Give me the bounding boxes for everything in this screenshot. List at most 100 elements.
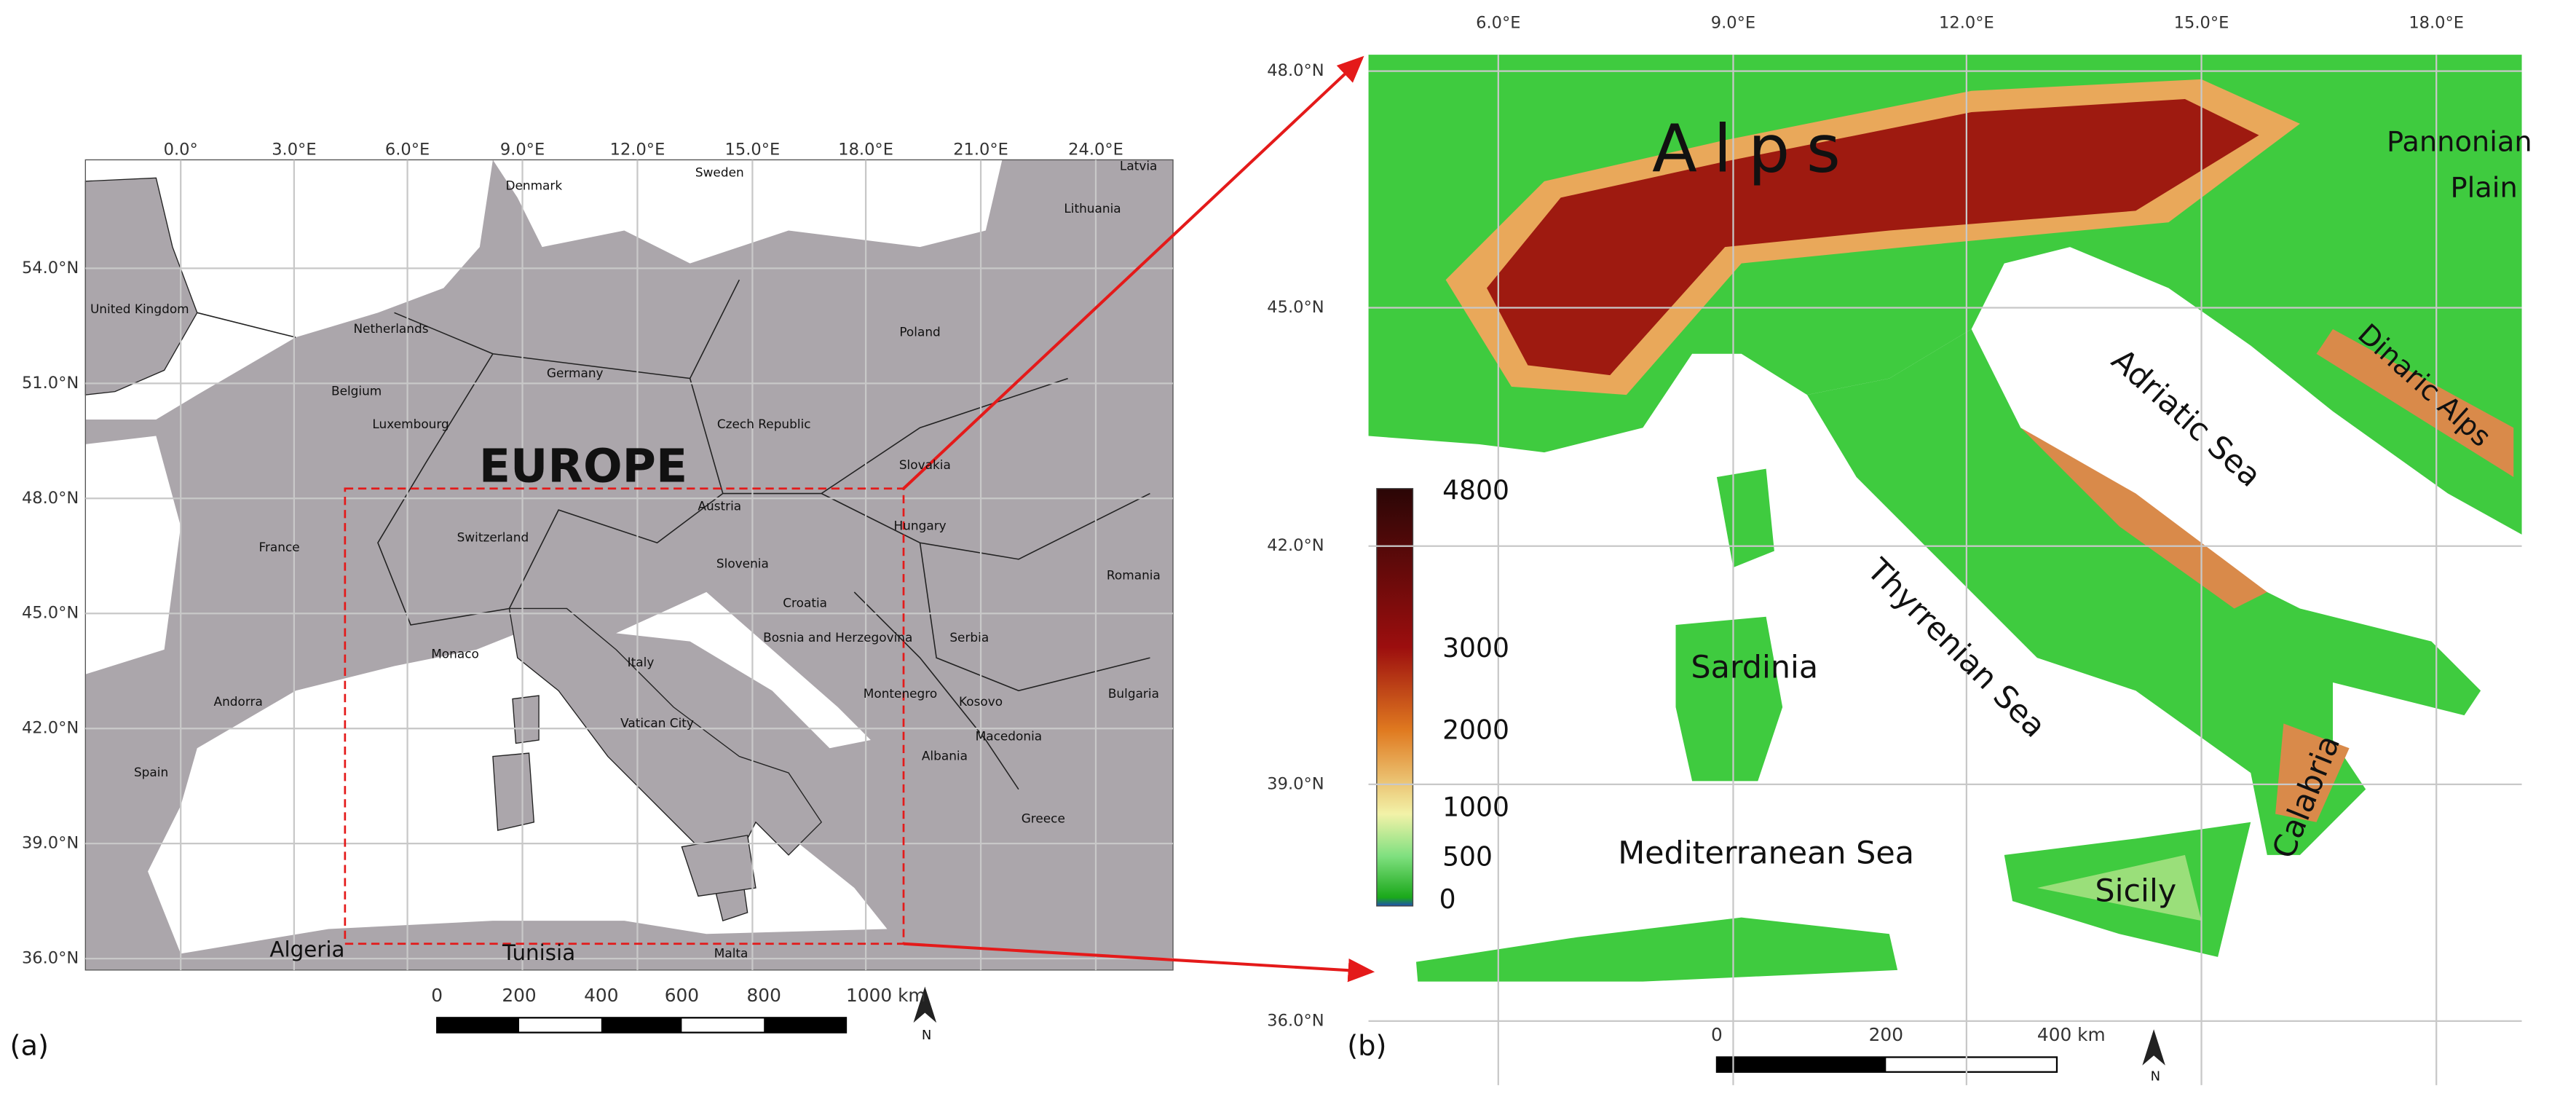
scale-label: 0	[431, 985, 443, 1006]
lon-label: 12.0°E	[610, 140, 665, 159]
scale-segment	[1716, 1057, 1886, 1072]
country-label: Romania	[1107, 567, 1161, 582]
lat-label: 39.0°N	[22, 834, 79, 853]
country-label: Switzerland	[457, 530, 529, 544]
lon-label: 3.0°E	[272, 140, 316, 159]
country-label: Slovenia	[716, 556, 769, 571]
feature-label: Sardinia	[1691, 649, 1818, 685]
colorbar-label: 3000	[1442, 632, 1509, 664]
north-arrow	[2142, 1029, 2165, 1066]
lon-label: 15.0°E	[725, 140, 781, 159]
lon-label: 18.0°E	[2409, 14, 2464, 33]
land	[512, 695, 540, 744]
country-label: Bosnia and Herzegovina	[763, 630, 912, 645]
country-label: Latvia	[1120, 159, 1157, 173]
land	[492, 752, 535, 831]
country-label: Sweden	[695, 165, 744, 180]
lat-label: 42.0°N	[22, 719, 79, 738]
country-label: Spain	[134, 765, 168, 779]
lon-label: 24.0°E	[1068, 140, 1123, 159]
sea	[492, 160, 1003, 264]
scale-segment	[601, 1018, 682, 1033]
scale-label: 1000 km	[846, 985, 926, 1006]
country-label: Luxembourg	[372, 417, 449, 431]
colorbar	[1376, 488, 1414, 907]
country-label: Andorra	[214, 694, 263, 709]
grid	[1368, 55, 2522, 1085]
panel-b-map	[1368, 55, 2522, 982]
country-label: Netherlands	[353, 321, 428, 336]
country-label: France	[258, 540, 299, 554]
feature-label: Pannonian	[2387, 125, 2532, 158]
feature-label: Mediterranean Sea	[1618, 835, 1914, 871]
scale-label: 0	[1711, 1024, 1723, 1045]
land	[681, 835, 756, 897]
panel-label: (a)	[10, 1029, 49, 1062]
colorbar-label: 0	[1439, 883, 1456, 915]
country-label: Czech Republic	[717, 417, 811, 431]
country-label: Slovakia	[899, 457, 951, 472]
highland	[2036, 854, 2202, 921]
country-label: Hungary	[893, 519, 946, 533]
country-label: United Kingdom	[90, 302, 189, 316]
colorbar-label: 1000	[1442, 792, 1509, 823]
scale-label: 400 km	[2037, 1024, 2106, 1045]
north-label: N	[2151, 1069, 2161, 1085]
alps-relief	[1487, 98, 2259, 376]
lat-label: 51.0°N	[22, 374, 79, 393]
sea	[85, 436, 181, 674]
country-label: Tunisia	[502, 940, 575, 965]
lon-label: 6.0°E	[1476, 14, 1520, 33]
scale-label: 600	[665, 985, 699, 1006]
country-label: Denmark	[505, 178, 562, 193]
lon-label: 6.0°E	[385, 140, 430, 159]
country-label: Albania	[922, 749, 968, 763]
country-label: Germany	[547, 366, 604, 380]
scale-label: 400	[584, 985, 618, 1006]
country-label: Montenegro	[864, 686, 937, 701]
zoom-arrow	[903, 942, 1375, 983]
country-label: Bulgaria	[1108, 686, 1159, 701]
lon-label: 15.0°E	[2174, 14, 2229, 33]
north-arrow	[913, 986, 937, 1023]
lat-label: 36.0°N	[1267, 1011, 1324, 1030]
lat-label: 45.0°N	[22, 604, 79, 623]
country-label: Greece	[1022, 811, 1065, 825]
land	[1415, 917, 1898, 982]
north-label: N	[922, 1028, 932, 1043]
colorbar-label: 4800	[1442, 474, 1509, 505]
country-label: Vatican City	[620, 715, 694, 730]
scale-label: 200	[502, 985, 536, 1006]
colorbar-label: 500	[1442, 841, 1493, 872]
scale-segment	[437, 1018, 520, 1033]
frame	[84, 159, 1174, 971]
country-label: Poland	[899, 324, 940, 339]
country-label: Algeria	[269, 937, 344, 961]
panel-label: (b)	[1347, 1029, 1386, 1062]
scale-label: 800	[747, 985, 781, 1006]
scale-label: 200	[1869, 1024, 1903, 1045]
lat-label: 48.0°N	[1267, 61, 1324, 80]
lon-label: 21.0°E	[953, 140, 1008, 159]
scale-segment	[764, 1018, 847, 1033]
lon-label: 9.0°E	[500, 140, 545, 159]
country-label: Belgium	[331, 384, 382, 398]
lat-label: 54.0°N	[22, 259, 79, 278]
country-label: Lithuania	[1064, 201, 1121, 216]
feature-label: Adriatic Sea	[2104, 342, 2268, 494]
lon-label: 0.0°	[164, 140, 198, 159]
country-label: Croatia	[783, 596, 827, 610]
country-label: Macedonia	[976, 728, 1043, 743]
border	[197, 279, 1150, 790]
map-title: EUROPE	[479, 438, 687, 492]
lat-label: 48.0°N	[22, 489, 79, 508]
country-label: Monaco	[431, 647, 479, 661]
panel-a-map	[84, 159, 1174, 971]
lat-label: 42.0°N	[1267, 536, 1324, 555]
scale-bar-b	[1715, 1056, 2058, 1073]
lat-label: 45.0°N	[1267, 298, 1324, 317]
land	[1716, 468, 1774, 568]
scale-bar-a	[436, 1017, 848, 1034]
country-label: Kosovo	[959, 694, 1003, 709]
colorbar-label: 2000	[1442, 715, 1509, 746]
